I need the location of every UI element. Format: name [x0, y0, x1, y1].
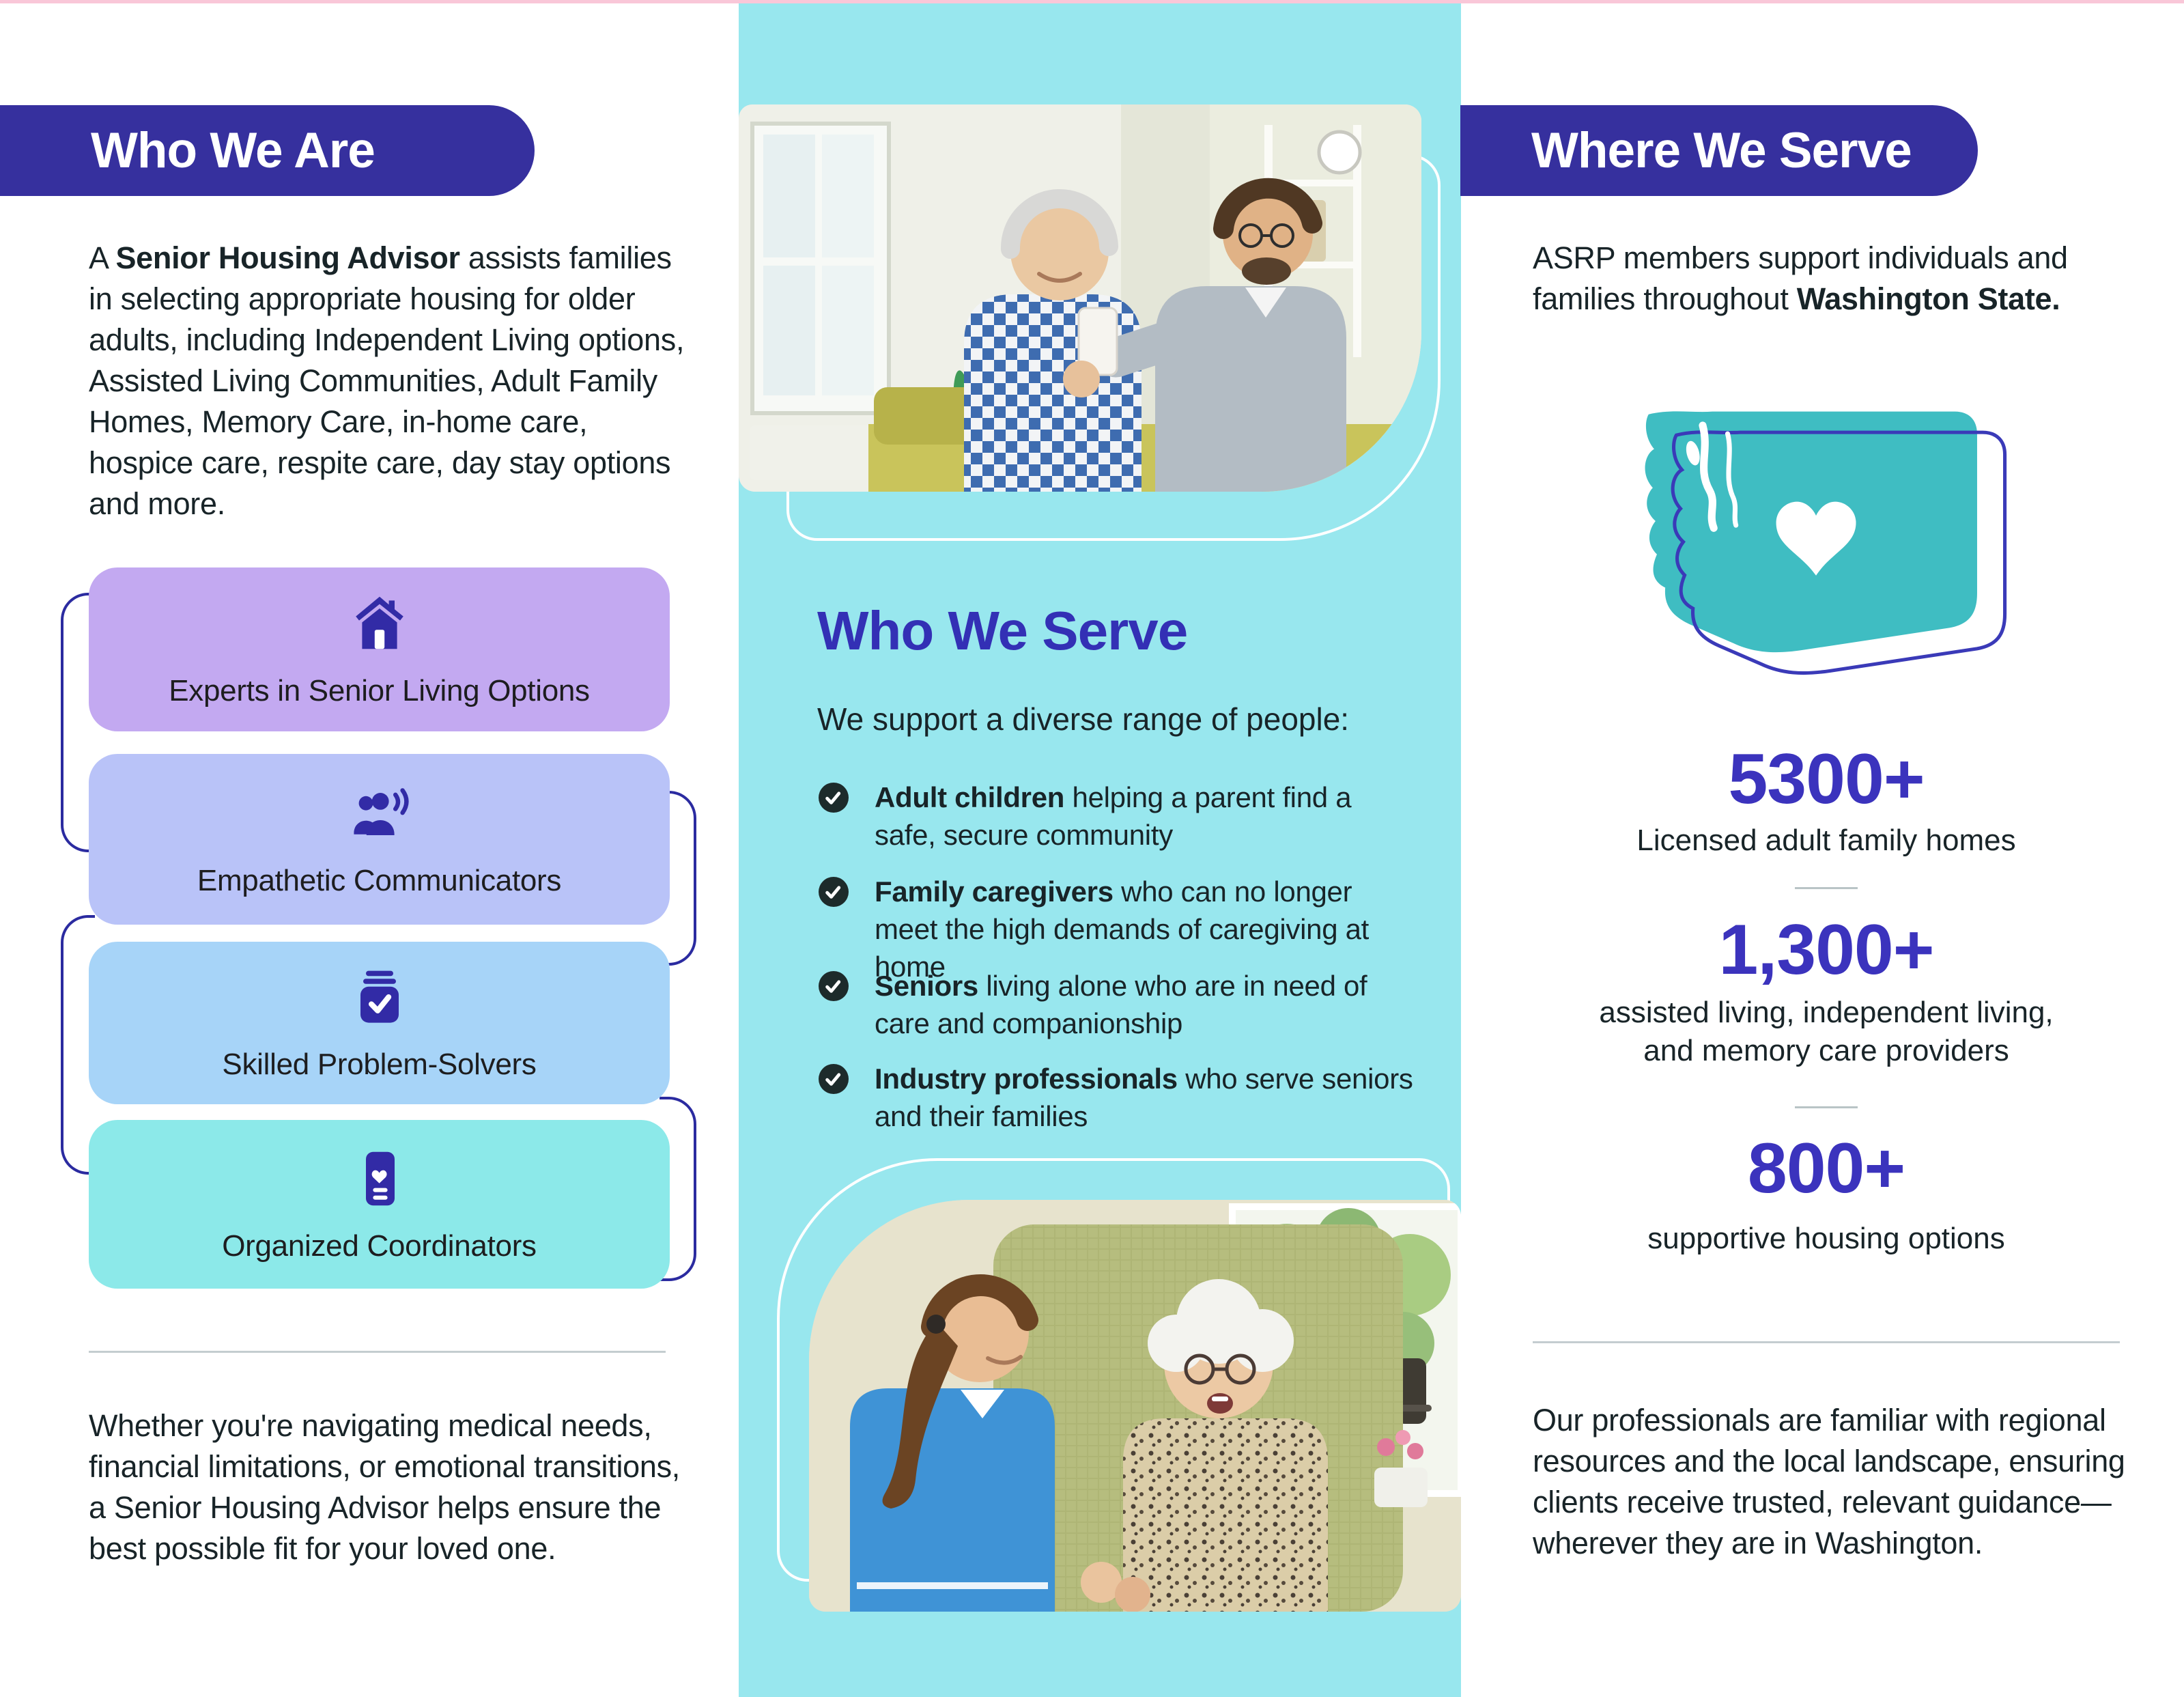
- check-circle-icon: [817, 873, 850, 985]
- who-we-serve-subheading: We support a diverse range of people:: [817, 701, 1350, 737]
- stat-value-supportive-housing: 800+: [1747, 1129, 1905, 1208]
- task-check-icon: [347, 964, 412, 1030]
- stat-value-adult-family-homes: 5300+: [1728, 740, 1925, 819]
- bullet-text: Family caregivers who can no longer meet…: [875, 873, 1414, 985]
- bullet-bold: Industry professionals: [875, 1063, 1178, 1095]
- stat-value-providers: 1,300+: [1718, 910, 1935, 990]
- photo-top-illustration: [739, 104, 1421, 492]
- left-intro-paragraph: A Senior Housing Advisor assists familie…: [89, 238, 690, 524]
- washington-state-map: [1645, 411, 2024, 700]
- feature-box-experts: Experts in Senior Living Options: [89, 567, 670, 731]
- check-circle-icon: [817, 967, 850, 1042]
- bullet-bold: Family caregivers: [875, 875, 1114, 908]
- bullet-rest: who serve seniors and their families: [875, 1063, 1413, 1132]
- feature-box-label: Experts in Senior Living Options: [169, 674, 590, 707]
- feature-box-problem-solvers: Skilled Problem-Solvers: [89, 942, 670, 1104]
- bullet-bold: Adult children: [875, 781, 1065, 813]
- bullet-text: Seniors living alone who are in need of …: [875, 967, 1414, 1042]
- right-intro-paragraph: ASRP members support individuals and fam…: [1533, 238, 2140, 320]
- check-circle-icon: [817, 779, 850, 854]
- left-outro-paragraph: Whether you're navigating medical needs,…: [89, 1408, 681, 1566]
- feature-box-label: Empathetic Communicators: [197, 864, 562, 897]
- intro-bold-text: Senior Housing Advisor: [115, 240, 460, 275]
- intro-bold-text: Washington State.: [1796, 281, 2060, 316]
- contact-card-icon: [347, 1146, 412, 1211]
- check-circle-icon: [817, 1060, 850, 1135]
- people-speaking-icon: [347, 781, 412, 846]
- stat-label-providers: assisted living, independent living, and…: [1599, 996, 2054, 1067]
- bullet-rest: helping a parent find a safe, secure com…: [875, 781, 1352, 851]
- photo-caregiver-showing-phone-to-senior-man: [739, 104, 1421, 492]
- feature-box-label: Skilled Problem-Solvers: [222, 1048, 537, 1081]
- heart-icon: [1776, 501, 1856, 576]
- where-we-serve-title: Where We Serve: [1531, 123, 1912, 178]
- house-icon: [347, 591, 412, 656]
- feature-box-coordinators: Organized Coordinators: [89, 1120, 670, 1289]
- right-outro-paragraph: Our professionals are familiar with regi…: [1533, 1403, 2125, 1560]
- stat-label-supportive-housing: supportive housing options: [1647, 1222, 2005, 1255]
- bullet-text: Adult children helping a parent find a s…: [875, 779, 1414, 854]
- top-accent-strip: [0, 0, 2184, 3]
- right-column-divider: [1533, 1341, 2120, 1343]
- bullet-rest: living alone who are in need of care and…: [875, 970, 1367, 1039]
- intro-text: ASRP members support individuals and fam…: [1533, 240, 2068, 316]
- bullet-bold: Seniors: [875, 970, 978, 1002]
- intro-text-rest: assists families in selecting appropriat…: [89, 240, 685, 521]
- bullet-text: Industry professionals who serve seniors…: [875, 1060, 1414, 1135]
- who-we-are-title: Who We Are: [91, 123, 375, 178]
- feature-box-communicators: Empathetic Communicators: [89, 754, 670, 925]
- who-we-serve-heading: Who We Serve: [817, 600, 1188, 661]
- bullet-family-caregivers: Family caregivers who can no longer meet…: [817, 873, 1425, 985]
- stat-divider: [1533, 887, 2120, 889]
- bullet-industry-professionals: Industry professionals who serve seniors…: [817, 1060, 1425, 1135]
- photo-bottom-illustration: [809, 1200, 1461, 1612]
- bullet-rest: who can no longer meet the high demands …: [875, 875, 1370, 983]
- who-we-are-header: Who We Are: [0, 105, 535, 196]
- intro-text: A: [89, 240, 116, 275]
- stat-label-adult-family-homes: Licensed adult family homes: [1636, 824, 2016, 857]
- feature-box-label: Organized Coordinators: [222, 1229, 537, 1263]
- photo-nurse-laughing-with-senior-woman: [809, 1200, 1461, 1612]
- left-column-divider: [89, 1351, 666, 1353]
- bullet-adult-children: Adult children helping a parent find a s…: [817, 779, 1425, 854]
- where-we-serve-header: Where We Serve: [1460, 105, 1978, 196]
- bullet-seniors: Seniors living alone who are in need of …: [817, 967, 1425, 1042]
- stat-divider: [1533, 1106, 2120, 1108]
